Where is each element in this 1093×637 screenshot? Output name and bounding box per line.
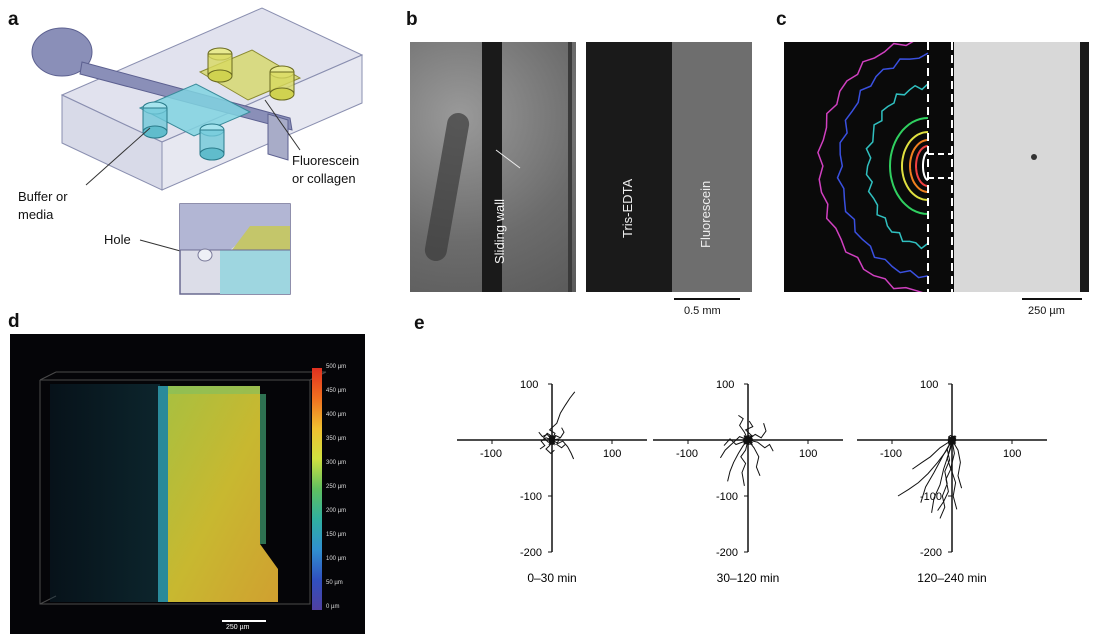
cyan-reservoirs <box>142 101 225 161</box>
cell-track-core <box>747 437 754 444</box>
cell-track <box>744 420 754 441</box>
channel-edge <box>568 42 572 292</box>
cell-track-core <box>951 435 957 442</box>
hole-inset <box>179 203 291 295</box>
bright-region <box>954 42 1080 292</box>
cell-track <box>548 391 576 441</box>
cell-track <box>719 436 749 459</box>
fluorescein-region <box>672 42 752 292</box>
contour-overlay <box>817 42 1037 292</box>
scale-bar-d <box>222 620 266 622</box>
y-tick-label: 100 <box>716 379 734 391</box>
contour-line <box>914 145 929 187</box>
fluorescein-label: Fluorescein <box>698 180 713 248</box>
panel-c: c 250 µm <box>770 0 1093 325</box>
cell-track <box>551 438 566 449</box>
right-edge <box>1080 42 1089 292</box>
fluorescence-image: Tris-EDTA Fluorescein <box>586 42 752 292</box>
sliding-wall-label: Sliding wall <box>492 198 507 264</box>
panel-label-d: d <box>8 311 20 332</box>
tris-edta-label: Tris-EDTA <box>620 178 635 238</box>
cell-track <box>920 439 953 503</box>
y-tick-label: -100 <box>520 491 542 503</box>
plot-time-label: 30–120 min <box>717 571 780 585</box>
cell-track <box>723 438 749 446</box>
scale-label-c: 250 µm <box>1028 305 1065 317</box>
track-plot-2: -100 100 100 -100 -200 120–240 min <box>857 379 1047 585</box>
cell-track <box>747 439 774 452</box>
cell-track <box>551 439 575 460</box>
x-tick-label: -100 <box>880 448 902 460</box>
buffer-annotation: Buffer or media <box>18 189 68 222</box>
cell-track-core <box>947 437 954 443</box>
contour-image <box>784 42 1089 292</box>
brightfield-image: Sliding wall <box>410 42 576 292</box>
track-plot-0: -100 100 100 -100 -200 0–30 min <box>457 379 647 585</box>
y-tick-label: -200 <box>920 547 942 559</box>
contour-line <box>900 131 929 201</box>
y-tick-label: 100 <box>520 379 538 391</box>
cell-track <box>738 414 749 441</box>
depth-colorbar <box>312 368 322 610</box>
panel-a: a <box>0 0 400 305</box>
y-tick-label: 100 <box>920 379 938 391</box>
sliding-wall-image <box>482 42 502 292</box>
scale-label-b: 0.5 mm <box>684 305 721 317</box>
cell-track <box>912 439 953 470</box>
cell-track <box>747 423 767 441</box>
cell-track-core <box>743 435 749 441</box>
scale-label-d: 250 µm <box>226 624 250 631</box>
panel-label-c: c <box>776 9 787 30</box>
y-tick-label: -100 <box>920 491 942 503</box>
cell-track-core <box>549 435 555 441</box>
x-tick-label: -100 <box>480 448 502 460</box>
x-tick-label: 100 <box>603 448 621 460</box>
cell-track <box>951 439 963 489</box>
panel-b: b Sliding wall Tris-EDTA Fluorescein 0.5… <box>402 0 762 325</box>
panel-label-b: b <box>406 9 418 30</box>
cell-track <box>539 437 553 450</box>
fluorescein-annotation: Fluorescein or collagen <box>292 153 360 186</box>
colorbar-ticks: 500 µm 450 µm 400 µm 350 µm 300 µm 250 µ… <box>326 364 347 610</box>
hole-annotation: Hole <box>104 232 131 247</box>
cell-track <box>939 439 953 519</box>
y-tick-label: -200 <box>716 547 738 559</box>
cell-track <box>950 439 958 510</box>
panel-d: d <box>0 310 400 637</box>
contour-line <box>888 117 929 215</box>
contour-line <box>922 151 929 181</box>
x-tick-label: -100 <box>676 448 698 460</box>
cell-track <box>937 439 953 511</box>
cell-track <box>740 439 749 486</box>
contour-line <box>817 42 923 292</box>
x-tick-label: 100 <box>799 448 817 460</box>
plot-time-label: 120–240 min <box>917 571 986 585</box>
contour-line <box>865 83 929 250</box>
scale-bar-c <box>1022 298 1082 300</box>
panel-label-e: e <box>414 313 425 334</box>
cell-track-core <box>549 439 555 446</box>
confocal-3d-image: 500 µm 450 µm 400 µm 350 µm 300 µm 250 µ… <box>10 334 365 634</box>
contour-line <box>908 139 929 193</box>
track-plot-1: -100 100 100 -100 -200 30–120 min <box>653 379 843 585</box>
scale-bar-b <box>674 298 740 300</box>
panel-e: e -100 100 100 -100 -200 0–30 min -100 100 100 -1… <box>400 310 1093 637</box>
y-tick-label: -200 <box>520 547 542 559</box>
cell-track <box>727 439 749 482</box>
y-tick-label: -100 <box>716 491 738 503</box>
contour-line <box>836 52 929 279</box>
x-tick-label: 100 <box>1003 448 1021 460</box>
cell-track <box>747 439 761 476</box>
microfluidic-device-schematic <box>31 7 364 295</box>
yellow-reservoirs <box>207 47 295 101</box>
plot-time-label: 0–30 min <box>527 571 576 585</box>
panel-label-a: a <box>8 9 19 30</box>
